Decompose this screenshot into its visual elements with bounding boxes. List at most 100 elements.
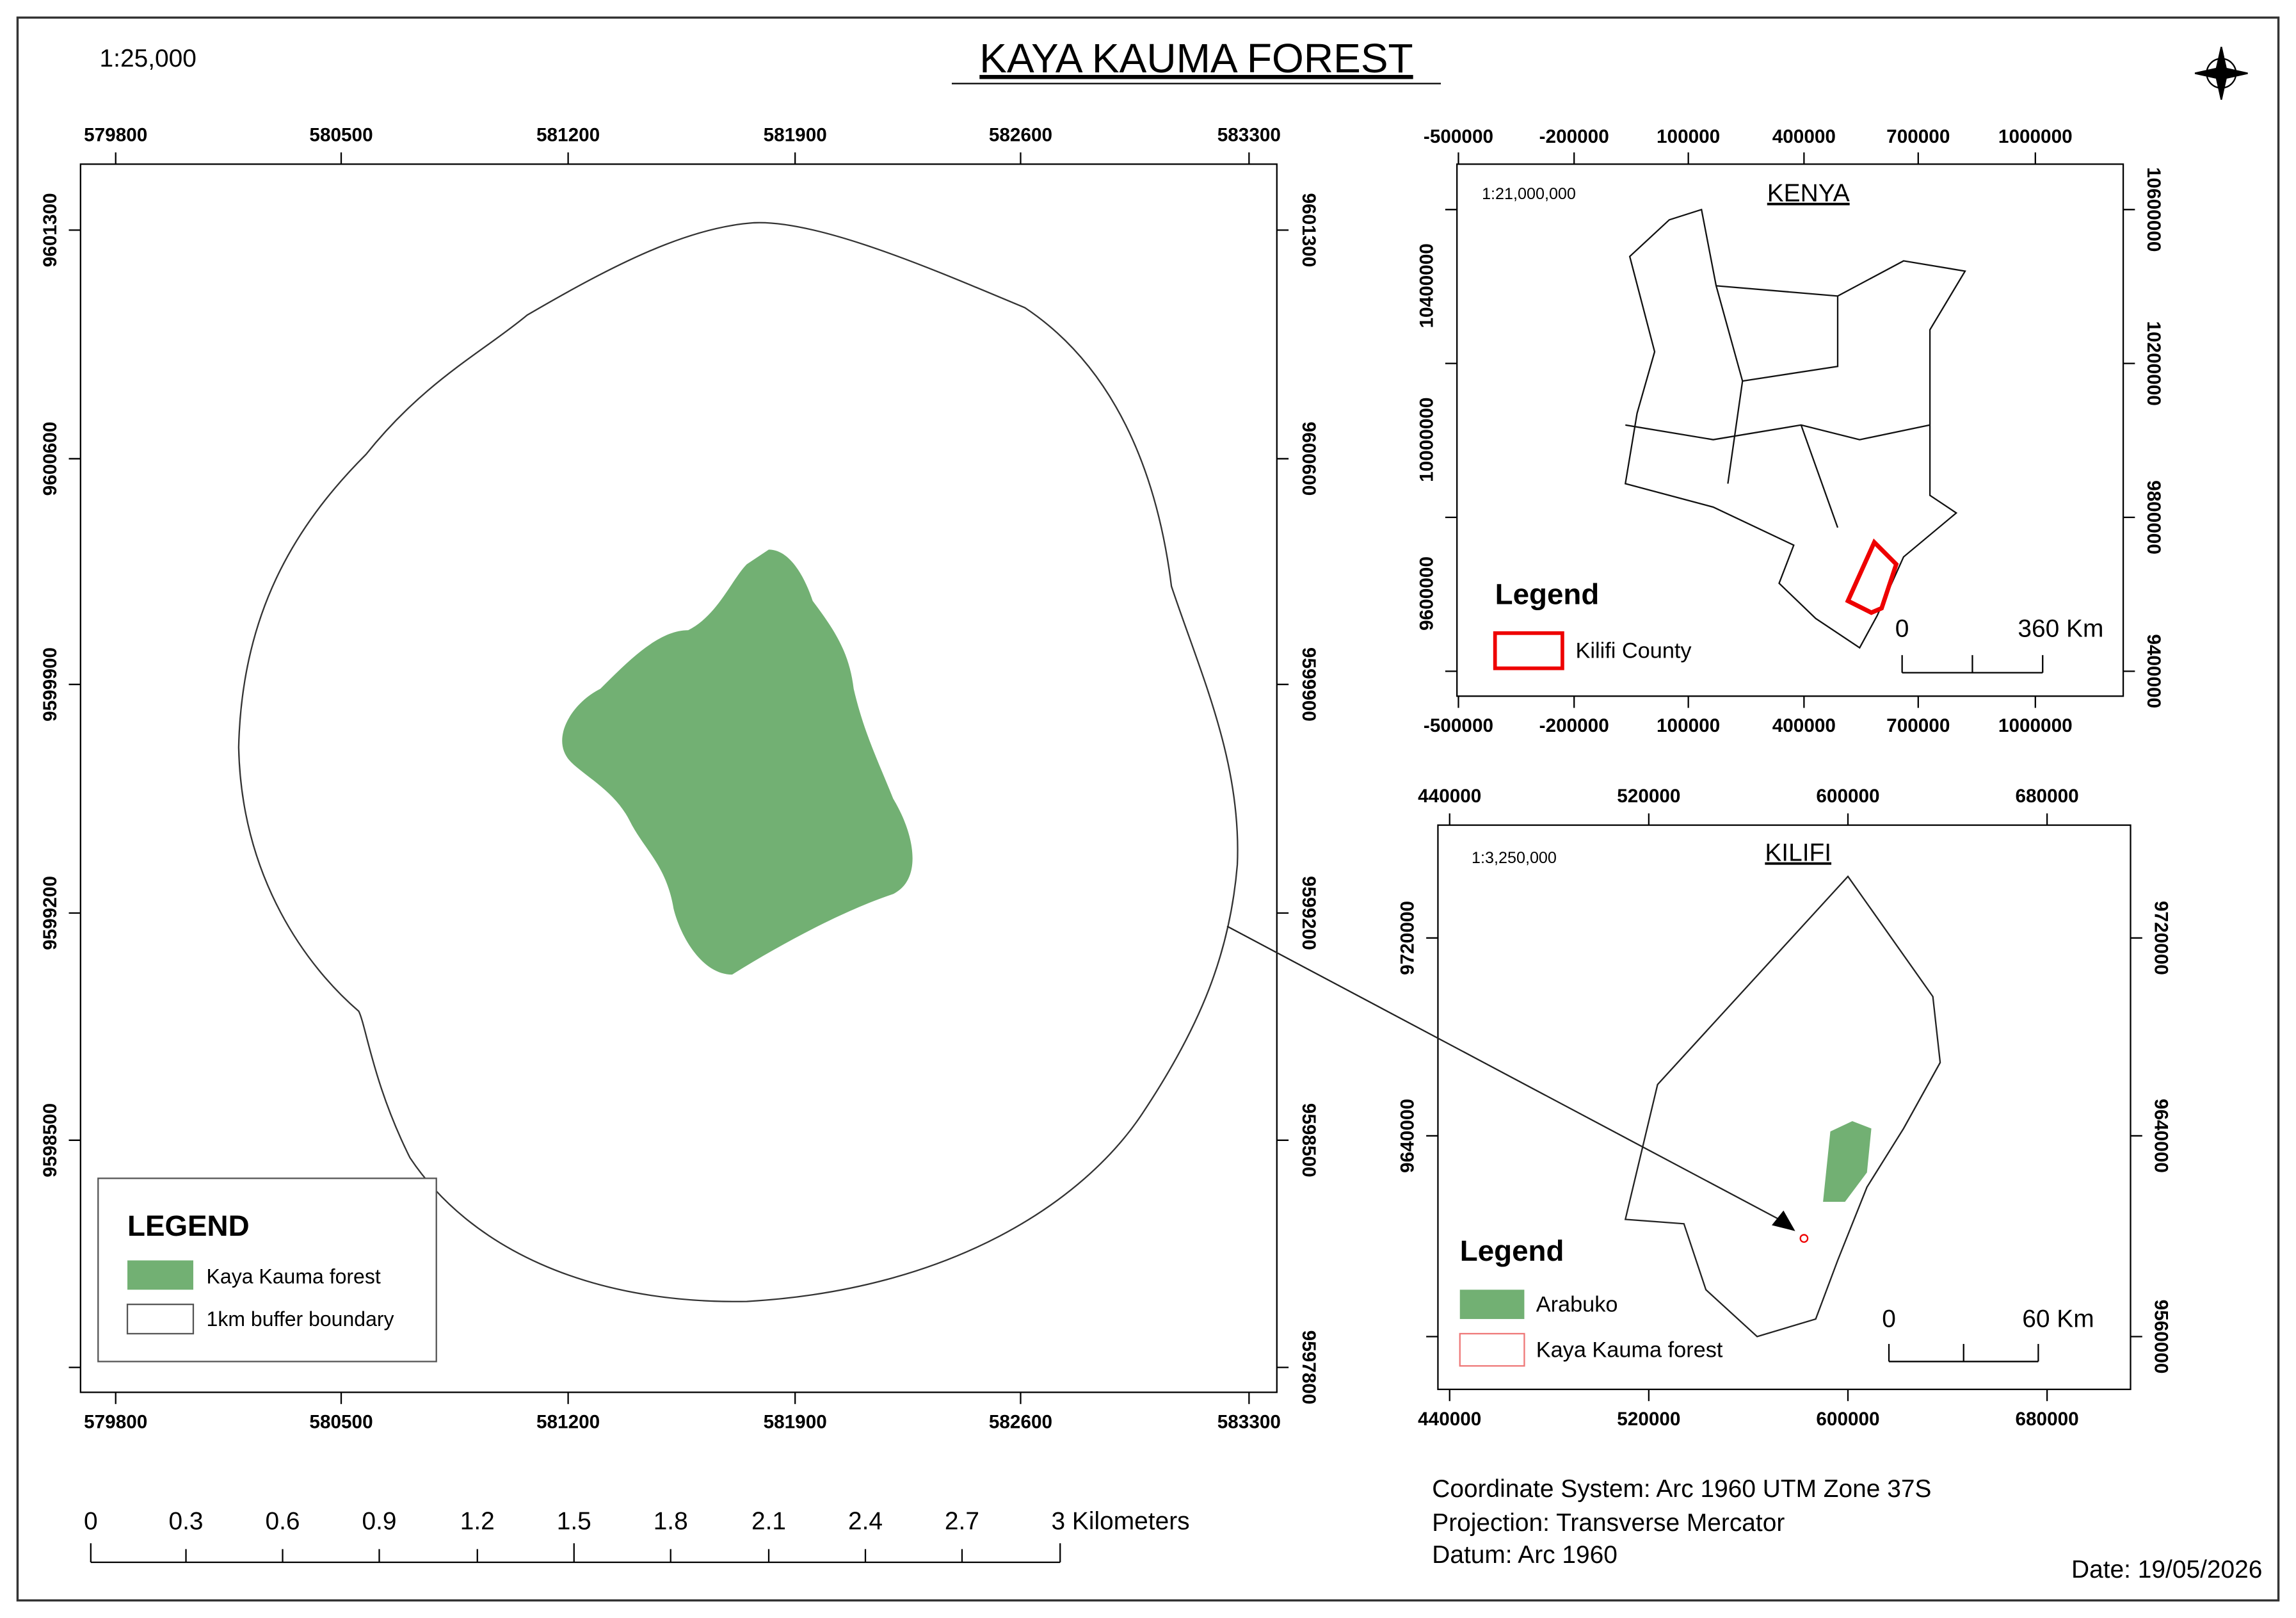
y-tick-label-left: 10400000 [1416,243,1437,328]
x-tick-label-top: 700000 [1886,126,1950,147]
kilifi-outline [1624,875,1941,1338]
y-tick-label-left: 9600600 [40,422,61,496]
inset-scale: 1:3,250,000 [1472,849,1557,867]
datum: Datum: Arc 1960 [1432,1541,1618,1569]
x-tick-label-top: 580500 [309,125,373,146]
legend-swatch-forest [127,1260,193,1290]
x-tick-label-bottom: 440000 [1418,1409,1481,1430]
scale-label: 0 [1895,615,1909,643]
kilifi-county-outline [1845,538,1899,615]
x-tick-label-top: 583300 [1217,125,1281,146]
scale-label: 2.7 [945,1507,979,1535]
scale-label: 0 [84,1507,98,1535]
y-tick-label-right: 9600600 [1298,422,1319,496]
map-scale: 1:25,000 [100,45,197,72]
legend-swatch-kilifi [1493,631,1564,670]
x-tick-label-bottom: 680000 [2016,1409,2079,1430]
x-tick-label-top: -200000 [1539,126,1609,147]
x-tick-label-top: 1000000 [1998,126,2073,147]
kaya-kauma-forest [562,549,913,975]
north-arrow [2194,46,2248,100]
x-tick-label-bottom: 1000000 [1998,715,2073,736]
map-title: KAYA KAUMA FOREST [979,35,1413,81]
x-tick-label-bottom: 400000 [1772,715,1836,736]
legend-item: Kilifi County [1575,639,1692,663]
page-border [16,16,2280,1602]
locator-arrow [1226,925,1780,1220]
date: Date: 19/05/2026 [2071,1556,2262,1583]
legend-swatch-kaya [1459,1332,1525,1367]
y-tick-label-right: 10600000 [2143,167,2164,252]
x-tick-label-bottom: 581200 [536,1411,600,1432]
coordinate-system: Coordinate System: Arc 1960 UTM Zone 37S [1432,1475,1931,1503]
x-tick-label-top: 520000 [1617,786,1680,807]
kenya-frame [1456,163,2124,697]
legend-item: Kaya Kauma forest [1536,1338,1723,1362]
y-tick-label-right: 9601300 [1298,193,1319,267]
scale-label: 0.6 [265,1507,300,1535]
x-tick-label-top: 579800 [84,125,147,146]
x-tick-label-top: -500000 [1424,126,1493,147]
x-tick-label-bottom: 600000 [1816,1409,1879,1430]
x-tick-label-bottom: 580500 [309,1411,373,1432]
kilifi-frame [1437,824,2131,1391]
y-tick-label-right: 9400000 [2143,634,2164,708]
scale-label: 360 Km [2018,615,2103,643]
y-tick-label-left: 9599200 [40,876,61,950]
scale-label: 1.2 [460,1507,495,1535]
x-tick-label-top: 440000 [1418,786,1481,807]
y-tick-label-left: 9600000 [1416,556,1437,631]
x-tick-label-top: 581200 [536,125,600,146]
kenya-counties [1624,208,1966,649]
y-tick-label-left: 9720000 [1397,901,1418,975]
scale-label: 0.3 [168,1507,203,1535]
compass-star [2194,46,2248,100]
inset-title: KILIFI [1765,839,1831,867]
scale-label: 0.9 [362,1507,396,1535]
x-tick-label-bottom: -200000 [1539,715,1609,736]
x-tick-label-bottom: 100000 [1657,715,1720,736]
legend-title: Legend [1460,1234,1564,1267]
y-tick-label-right: 9599900 [1298,647,1319,722]
y-tick-label-right: 9599200 [1298,876,1319,950]
x-tick-label-top: 680000 [2016,786,2079,807]
x-tick-label-bottom: 700000 [1886,715,1950,736]
y-tick-label-right: 9597800 [1298,1331,1319,1405]
y-tick-label-left: 9599900 [40,647,61,722]
x-tick-label-top: 581900 [764,125,827,146]
x-tick-label-bottom: 582600 [989,1411,1052,1432]
x-tick-label-top: 600000 [1816,786,1879,807]
x-tick-label-bottom: 583300 [1217,1411,1281,1432]
inset-scale: 1:21,000,000 [1482,185,1576,203]
scale-label: 2.1 [751,1507,786,1535]
x-tick-label-bottom: 579800 [84,1411,147,1432]
y-tick-label-right: 10200000 [2143,321,2164,405]
legend-item: 1km buffer boundary [207,1307,394,1331]
legend-item: Arabuko [1536,1293,1618,1317]
scale-label: 3 Kilometers [1052,1507,1190,1535]
legend-swatch-buffer [126,1304,195,1335]
x-tick-label-bottom: 581900 [764,1411,827,1432]
scale-label: 1.5 [557,1507,591,1535]
x-tick-label-top: 100000 [1657,126,1720,147]
kaya-kauma-location [1799,1234,1809,1243]
y-tick-label-right: 9560000 [2150,1300,2171,1374]
scale-label: 2.4 [848,1507,883,1535]
legend-swatch-arabuko [1459,1290,1525,1320]
y-tick-label-right: 9800000 [2143,480,2164,554]
x-tick-label-top: 400000 [1772,126,1836,147]
scale-label: 60 Km [2022,1306,2094,1333]
y-tick-label-right: 9720000 [2150,901,2171,975]
legend-title: Legend [1495,578,1600,611]
inset-title: KENYA [1767,180,1850,207]
projection: Projection: Transverse Mercator [1432,1509,1785,1537]
y-tick-label-left: 9601300 [40,193,61,267]
y-tick-label-left: 9640000 [1397,1099,1418,1173]
scale-label: 0 [1882,1306,1896,1333]
y-tick-label-right: 9640000 [2150,1099,2171,1173]
legend-title: LEGEND [127,1209,250,1242]
arrow-head [1772,1210,1795,1231]
main-frame [79,163,1278,1393]
x-tick-label-bottom: -500000 [1424,715,1493,736]
